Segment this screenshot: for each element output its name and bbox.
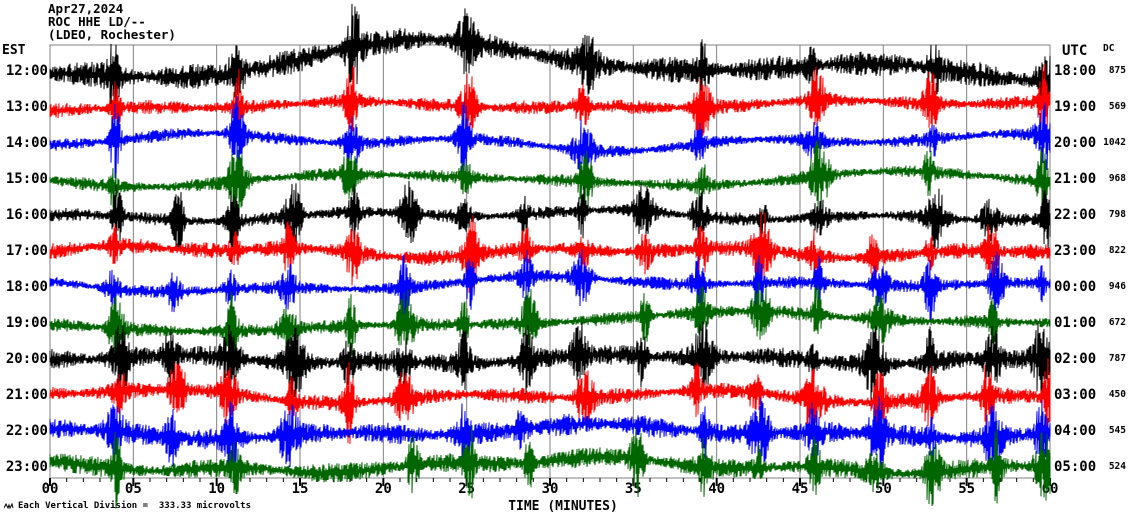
- header-date: Apr27,2024: [48, 1, 124, 16]
- seismic-trace-2000EST: [49, 321, 1051, 403]
- dc-value: 545: [1108, 425, 1126, 436]
- utc-time-label: 01:00: [1054, 315, 1097, 331]
- dc-value: 450: [1108, 389, 1126, 400]
- est-time-label: 14:00: [5, 135, 48, 151]
- header-site: (LDEO, Rochester): [48, 27, 176, 42]
- seismic-trace-2300EST: [49, 421, 1051, 509]
- x-tick-label: 00: [41, 481, 59, 497]
- seismic-trace-1500EST: [49, 138, 1051, 221]
- utc-time-label: 23:00: [1054, 243, 1097, 259]
- utc-time-label: 02:00: [1054, 351, 1097, 367]
- est-time-label: 16:00: [5, 207, 48, 223]
- header-station: ROC HHE LD/--: [48, 14, 146, 29]
- right-axis-label: UTC: [1062, 43, 1088, 59]
- dc-column-label: DC: [1103, 43, 1115, 54]
- x-axis-title: TIME (MINUTES): [508, 499, 618, 514]
- seismic-trace-1400EST: [49, 96, 1051, 179]
- x-tick-label: 20: [374, 481, 392, 497]
- utc-time-label: 05:00: [1054, 459, 1097, 475]
- est-time-label: 20:00: [5, 351, 48, 367]
- x-tick-label: 55: [958, 481, 976, 497]
- x-tick-label: 50: [874, 481, 892, 497]
- x-tick-label: 05: [124, 481, 142, 497]
- utc-time-label: 22:00: [1054, 207, 1097, 223]
- dc-value: 787: [1108, 353, 1126, 364]
- utc-time-label: 03:00: [1054, 387, 1097, 403]
- seismic-trace-1200EST: [49, 3, 1051, 114]
- seismic-trace-2200EST: [49, 395, 1051, 475]
- dc-value: 968: [1108, 173, 1126, 184]
- est-time-label: 13:00: [5, 99, 48, 115]
- utc-time-label: 21:00: [1054, 171, 1097, 187]
- dc-value: 798: [1108, 209, 1126, 220]
- seismic-trace-1900EST: [49, 281, 1051, 371]
- dc-value: 1042: [1103, 137, 1126, 148]
- left-axis-label: EST: [2, 43, 26, 58]
- x-tick-label: 30: [541, 481, 559, 497]
- dc-value: 875: [1108, 65, 1126, 76]
- utc-time-label: 18:00: [1054, 63, 1097, 79]
- utc-time-label: 20:00: [1054, 135, 1097, 151]
- x-tick-label: 40: [708, 481, 726, 497]
- x-tick-label: 25: [458, 481, 476, 497]
- x-tick-label: 10: [208, 481, 226, 497]
- dc-value: 569: [1108, 101, 1126, 112]
- x-tick-label: 45: [791, 481, 809, 497]
- seismic-trace-2100EST: [49, 358, 1051, 444]
- utc-time-label: 00:00: [1054, 279, 1097, 295]
- est-time-label: 19:00: [5, 315, 48, 331]
- est-time-label: 23:00: [5, 459, 48, 475]
- est-time-label: 17:00: [5, 243, 48, 259]
- dc-value: 672: [1108, 317, 1126, 328]
- utc-time-label: 04:00: [1054, 423, 1097, 439]
- est-time-label: 12:00: [5, 63, 48, 79]
- dc-value: 946: [1108, 281, 1126, 292]
- est-time-label: 18:00: [5, 279, 48, 295]
- dc-value: 822: [1108, 245, 1126, 256]
- seismic-trace-1600EST: [49, 180, 1051, 264]
- est-time-label: 21:00: [5, 387, 48, 403]
- seismic-trace-1800EST: [49, 249, 1051, 326]
- seismic-trace-1700EST: [49, 211, 1051, 293]
- x-tick-label: 15: [291, 481, 309, 497]
- mini-waveform-icon: [4, 502, 14, 510]
- seismic-trace-1300EST: [49, 63, 1051, 144]
- utc-time-label: 19:00: [1054, 99, 1097, 115]
- dc-value: 524: [1108, 461, 1126, 472]
- est-time-label: 22:00: [5, 423, 48, 439]
- est-time-label: 15:00: [5, 171, 48, 187]
